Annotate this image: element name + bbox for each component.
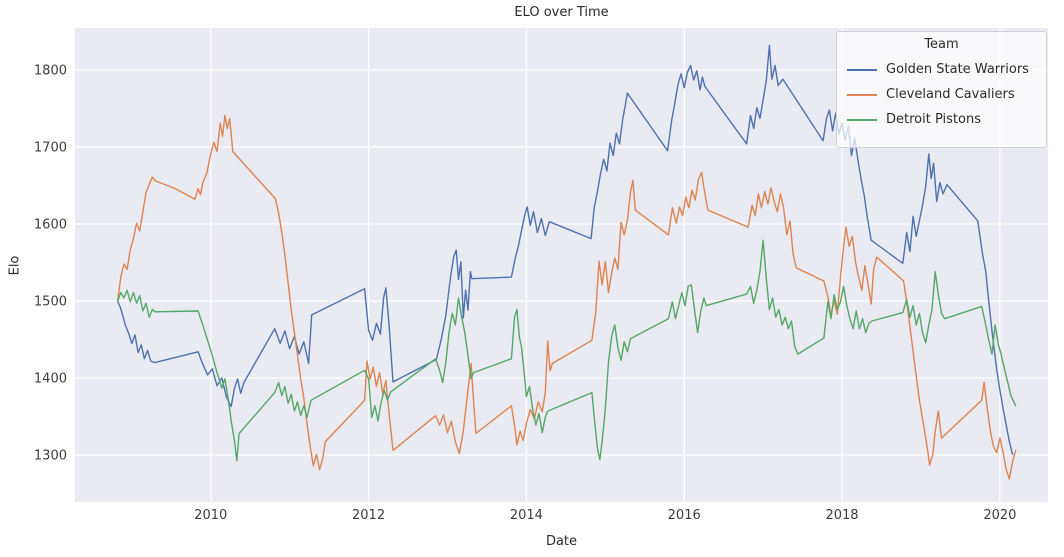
x-tick-label-2020: 2020: [983, 508, 1016, 523]
x-tick-label-2014: 2014: [510, 508, 543, 523]
x-tick-label-2018: 2018: [825, 508, 858, 523]
line-golden-state-warriors: [116, 44, 1014, 455]
y-axis-label: Elo: [7, 255, 23, 276]
legend-title: Team: [924, 37, 959, 52]
line-cleveland-cavaliers: [116, 114, 1017, 480]
y-tick-label-1400: 1400: [34, 372, 67, 387]
legend-entry-cleveland-cavaliers: Cleveland Cavaliers: [847, 82, 1036, 107]
legend-line-swatch: [847, 93, 877, 96]
x-tick-label-2010: 2010: [194, 508, 227, 523]
x-axis-label: Date: [545, 534, 578, 549]
chart-title: ELO over Time: [514, 5, 609, 20]
y-tick-label-1500: 1500: [34, 295, 67, 310]
y-tick-label-1800: 1800: [34, 63, 67, 78]
legend-entry-golden-state-warriors: Golden State Warriors: [847, 57, 1036, 82]
x-tick-label-2016: 2016: [668, 508, 701, 523]
legend-label: Golden State Warriors: [886, 62, 1029, 77]
legend-label: Detroit Pistons: [886, 112, 981, 127]
legend-line-swatch: [847, 68, 877, 71]
legend-entry-detroit-pistons: Detroit Pistons: [847, 107, 1036, 132]
legend: Team Golden State Warriors Cleveland Cav…: [836, 31, 1047, 148]
line-detroit-pistons: [116, 239, 1017, 462]
y-tick-label-1700: 1700: [34, 140, 67, 155]
y-tick-label-1600: 1600: [34, 217, 67, 232]
legend-label: Cleveland Cavaliers: [886, 87, 1015, 102]
x-tick-label-2012: 2012: [352, 508, 385, 523]
y-tick-label-1300: 1300: [34, 449, 67, 464]
legend-line-swatch: [847, 118, 877, 121]
